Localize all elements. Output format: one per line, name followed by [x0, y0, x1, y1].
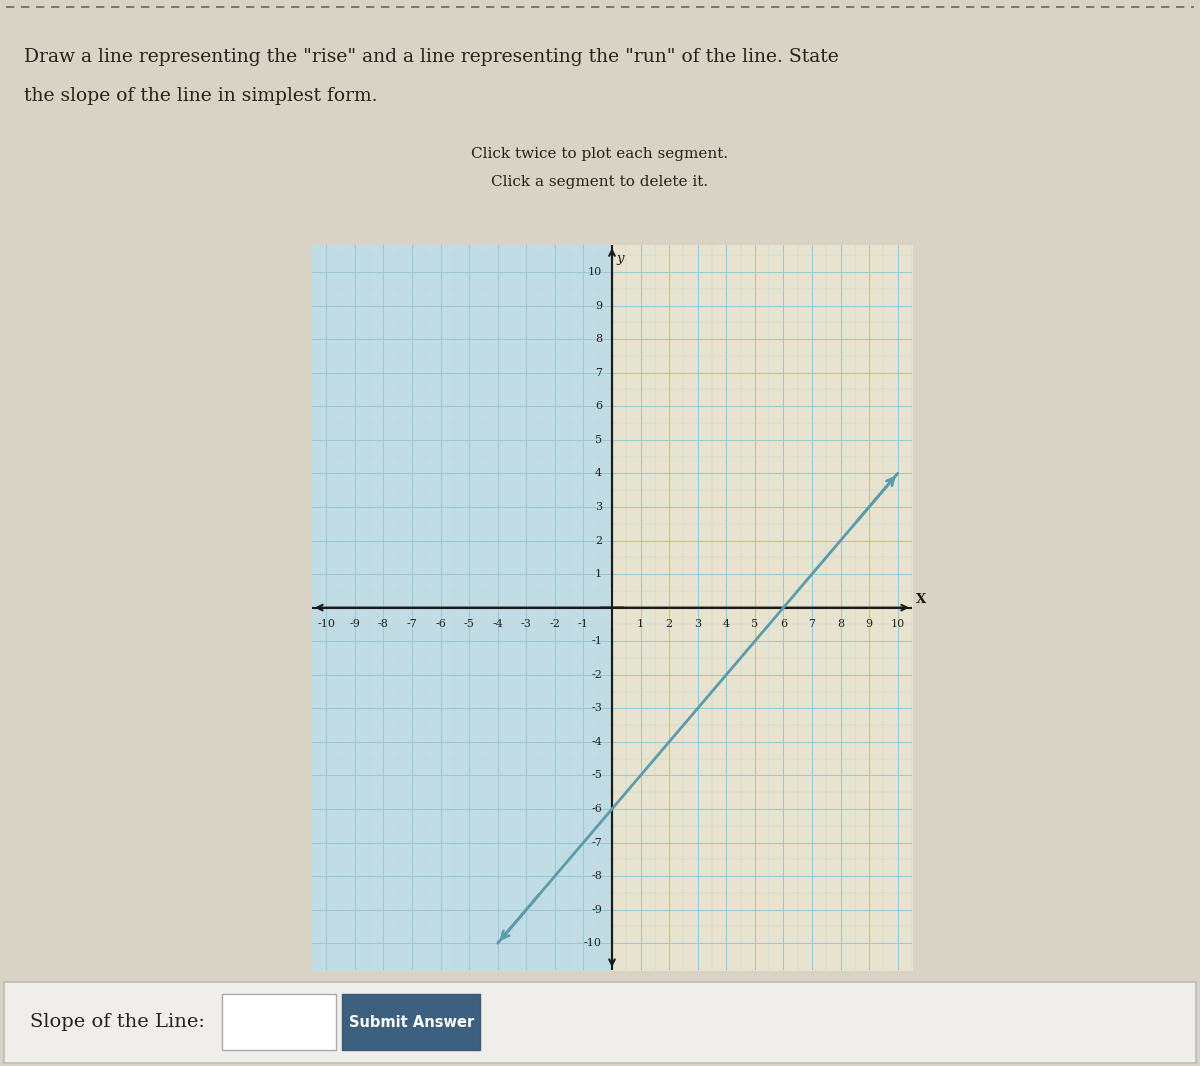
Text: 9: 9	[595, 301, 602, 310]
Text: 7: 7	[809, 619, 816, 629]
Text: -5: -5	[463, 619, 474, 629]
Text: -2: -2	[592, 669, 602, 680]
Text: -8: -8	[378, 619, 389, 629]
Text: y: y	[617, 252, 624, 264]
FancyBboxPatch shape	[222, 995, 336, 1050]
FancyBboxPatch shape	[342, 995, 480, 1050]
Text: -9: -9	[349, 619, 360, 629]
Text: Slope of the Line:: Slope of the Line:	[30, 1014, 205, 1031]
Text: Draw a line representing the "rise" and a line representing the "run" of the lin: Draw a line representing the "rise" and …	[24, 48, 839, 66]
Text: -5: -5	[592, 771, 602, 780]
Text: Click twice to plot each segment.: Click twice to plot each segment.	[472, 147, 728, 161]
Text: 10: 10	[588, 266, 602, 277]
Text: -1: -1	[578, 619, 589, 629]
Text: 1: 1	[595, 569, 602, 579]
Text: -7: -7	[592, 838, 602, 847]
Text: Submit Answer: Submit Answer	[349, 1015, 474, 1030]
Text: -4: -4	[492, 619, 503, 629]
Text: -10: -10	[317, 619, 335, 629]
Text: -6: -6	[436, 619, 446, 629]
Text: 3: 3	[694, 619, 701, 629]
Text: -8: -8	[592, 871, 602, 882]
Text: 6: 6	[780, 619, 787, 629]
Text: 3: 3	[595, 502, 602, 512]
Text: the slope of the line in simplest form.: the slope of the line in simplest form.	[24, 87, 378, 106]
Text: 5: 5	[595, 435, 602, 445]
Text: -4: -4	[592, 737, 602, 747]
Text: 2: 2	[666, 619, 673, 629]
Text: -1: -1	[592, 636, 602, 646]
Text: 9: 9	[865, 619, 872, 629]
Text: -7: -7	[407, 619, 418, 629]
Text: -2: -2	[550, 619, 560, 629]
Text: -3: -3	[592, 704, 602, 713]
Text: 2: 2	[595, 535, 602, 546]
Text: Click a segment to delete it.: Click a segment to delete it.	[492, 175, 708, 189]
Text: -9: -9	[592, 905, 602, 915]
Text: 7: 7	[595, 368, 602, 377]
Text: 1: 1	[637, 619, 644, 629]
Text: 8: 8	[595, 334, 602, 344]
Text: 4: 4	[722, 619, 730, 629]
Text: 6: 6	[595, 401, 602, 411]
Text: -10: -10	[584, 938, 602, 949]
Text: -3: -3	[521, 619, 532, 629]
Text: 4: 4	[595, 468, 602, 479]
Text: 10: 10	[890, 619, 905, 629]
Text: 8: 8	[838, 619, 844, 629]
Text: -6: -6	[592, 804, 602, 814]
Text: X: X	[917, 593, 926, 605]
Text: 5: 5	[751, 619, 758, 629]
FancyBboxPatch shape	[4, 982, 1196, 1063]
